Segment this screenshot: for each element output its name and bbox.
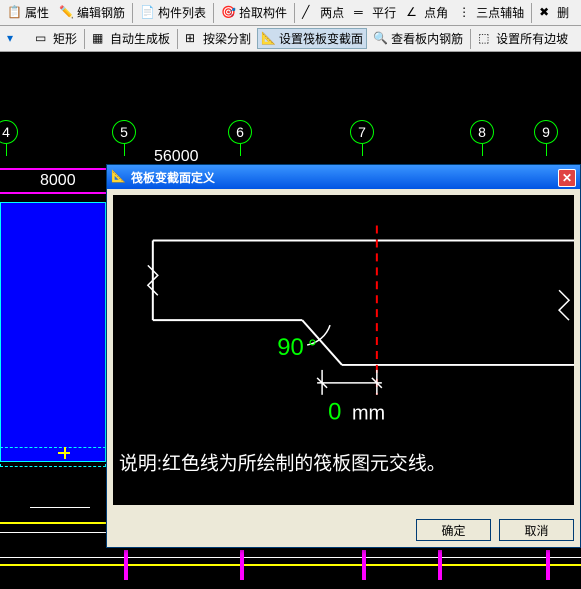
white-line [30, 507, 90, 508]
cancel-button[interactable]: 取消 [499, 519, 574, 541]
parallel-button[interactable]: ═ 平行 [350, 2, 400, 23]
grid-stem [6, 144, 7, 156]
view-slab-rebar-label: 查看板内钢筋 [391, 30, 463, 47]
pick-comp-icon: 🎯 [221, 5, 237, 21]
toolbar-row-2: ▾ ▭ 矩形 ▦ 自动生成板 ⊞ 按梁分割 📐 设置筏板变截面 🔍 查看板内钢筋… [0, 26, 581, 52]
toolbar-separator [84, 29, 85, 49]
grid-bubble-9: 9 [534, 120, 558, 144]
view-slab-rebar-button[interactable]: 🔍 查看板内钢筋 [369, 28, 467, 49]
toolbar-separator [132, 3, 133, 23]
rect-icon: ▭ [35, 31, 51, 47]
dropdown-icon: ▾ [7, 31, 23, 47]
comp-list-button[interactable]: 📄 构件列表 [136, 2, 210, 23]
props-icon: 📋 [7, 5, 23, 21]
toolbar-separator [531, 3, 532, 23]
cyan-area [0, 202, 106, 462]
parallel-icon: ═ [354, 5, 370, 21]
two-pt-icon: ╱ [302, 5, 318, 21]
delete-label: 删 [557, 4, 569, 21]
grid-bubble-6: 6 [228, 120, 252, 144]
toolbar-separator [470, 29, 471, 49]
grid-stem [124, 144, 125, 156]
beam-split-label: 按梁分割 [203, 30, 251, 47]
yellow-marker [64, 447, 66, 459]
set-all-edges-icon: ⬚ [478, 31, 494, 47]
magenta-col [362, 550, 366, 580]
set-all-edges-label: 设置所有边坡 [496, 30, 568, 47]
dialog-icon: 📐 [111, 169, 127, 185]
corner-icon: ∠ [406, 5, 422, 21]
delete-button[interactable]: ✖ 删 [535, 2, 573, 23]
auto-gen-slab-button[interactable]: ▦ 自动生成板 [88, 28, 174, 49]
offset-unit: mm [352, 403, 385, 425]
svg-text:°: ° [308, 335, 317, 360]
corner-button[interactable]: ∠ 点角 [402, 2, 452, 23]
dim-8000: 8000 [40, 172, 76, 190]
grid-bubble-4: 4 [0, 120, 18, 144]
magenta-col [240, 550, 244, 580]
dialog-titlebar[interactable]: 📐 筏板变截面定义 ✕ [107, 165, 580, 189]
yellow-line [0, 564, 581, 566]
three-pt-aux-icon: ⋮ [458, 5, 474, 21]
three-pt-aux-label: 三点辅轴 [476, 4, 524, 21]
comp-list-icon: 📄 [140, 5, 156, 21]
white-line [0, 557, 581, 558]
ok-button[interactable]: 确定 [416, 519, 491, 541]
pick-comp-label: 拾取构件 [239, 4, 287, 21]
dialog-buttons: 确定 取消 [416, 519, 574, 541]
beam-split-icon: ⊞ [185, 31, 201, 47]
grid-bubble-8: 8 [470, 120, 494, 144]
corner-label: 点角 [424, 4, 448, 21]
comp-list-label: 构件列表 [158, 4, 206, 21]
two-pt-button[interactable]: ╱ 两点 [298, 2, 348, 23]
set-raft-section-button[interactable]: 📐 设置筏板变截面 [257, 28, 367, 49]
props-button[interactable]: 📋 属性 [3, 2, 53, 23]
three-pt-aux-button[interactable]: ⋮ 三点辅轴 [454, 2, 528, 23]
pick-comp-button[interactable]: 🎯 拾取构件 [217, 2, 291, 23]
offset-value: 0 [328, 399, 341, 426]
edit-rebar-button[interactable]: ✏️ 编辑钢筋 [55, 2, 129, 23]
auto-gen-slab-icon: ▦ [92, 31, 108, 47]
grid-bubble-5: 5 [112, 120, 136, 144]
toolbar-separator [294, 3, 295, 23]
raft-section-dialog: 📐 筏板变截面定义 ✕ 90 ° [106, 164, 581, 548]
set-raft-section-icon: 📐 [261, 31, 277, 47]
toolbar-separator [177, 29, 178, 49]
magenta-col [124, 550, 128, 580]
dropdown-button[interactable]: ▾ [3, 29, 29, 49]
grid-bubble-7: 7 [350, 120, 374, 144]
close-button[interactable]: ✕ [558, 169, 576, 187]
note-text: 说明:红色线为所绘制的筏板图元交线。 [119, 452, 446, 474]
dialog-body: 90 ° 0 mm 说明:红色线为所绘制的筏板图元交线。 [113, 195, 574, 505]
dialog-title-text: 筏板变截面定义 [131, 169, 215, 186]
edit-rebar-icon: ✏️ [59, 5, 75, 21]
set-raft-section-label: 设置筏板变截面 [279, 30, 363, 47]
beam-split-button[interactable]: ⊞ 按梁分割 [181, 28, 255, 49]
toolbar-separator [213, 3, 214, 23]
grid-stem [482, 144, 483, 156]
magenta-line [0, 192, 110, 194]
auto-gen-slab-label: 自动生成板 [110, 30, 170, 47]
edit-rebar-label: 编辑钢筋 [77, 4, 125, 21]
grid-stem [546, 144, 547, 156]
rect-label: 矩形 [53, 30, 77, 47]
set-all-edges-button[interactable]: ⬚ 设置所有边坡 [474, 28, 572, 49]
parallel-label: 平行 [372, 4, 396, 21]
magenta-col [438, 550, 442, 580]
section-diagram: 90 ° 0 mm 说明:红色线为所绘制的筏板图元交线。 [113, 195, 574, 505]
angle-value: 90 [277, 334, 304, 361]
grid-stem [240, 144, 241, 156]
grid-stem [362, 144, 363, 156]
cyan-dashed [0, 447, 106, 467]
props-label: 属性 [25, 4, 49, 21]
view-slab-rebar-icon: 🔍 [373, 31, 389, 47]
delete-icon: ✖ [539, 5, 555, 21]
toolbar-row-1: 📋 属性 ✏️ 编辑钢筋 📄 构件列表 🎯 拾取构件 ╱ 两点 ═ 平行 ∠ 点… [0, 0, 581, 26]
rect-button[interactable]: ▭ 矩形 [31, 28, 81, 49]
magenta-col [546, 550, 550, 580]
two-pt-label: 两点 [320, 4, 344, 21]
